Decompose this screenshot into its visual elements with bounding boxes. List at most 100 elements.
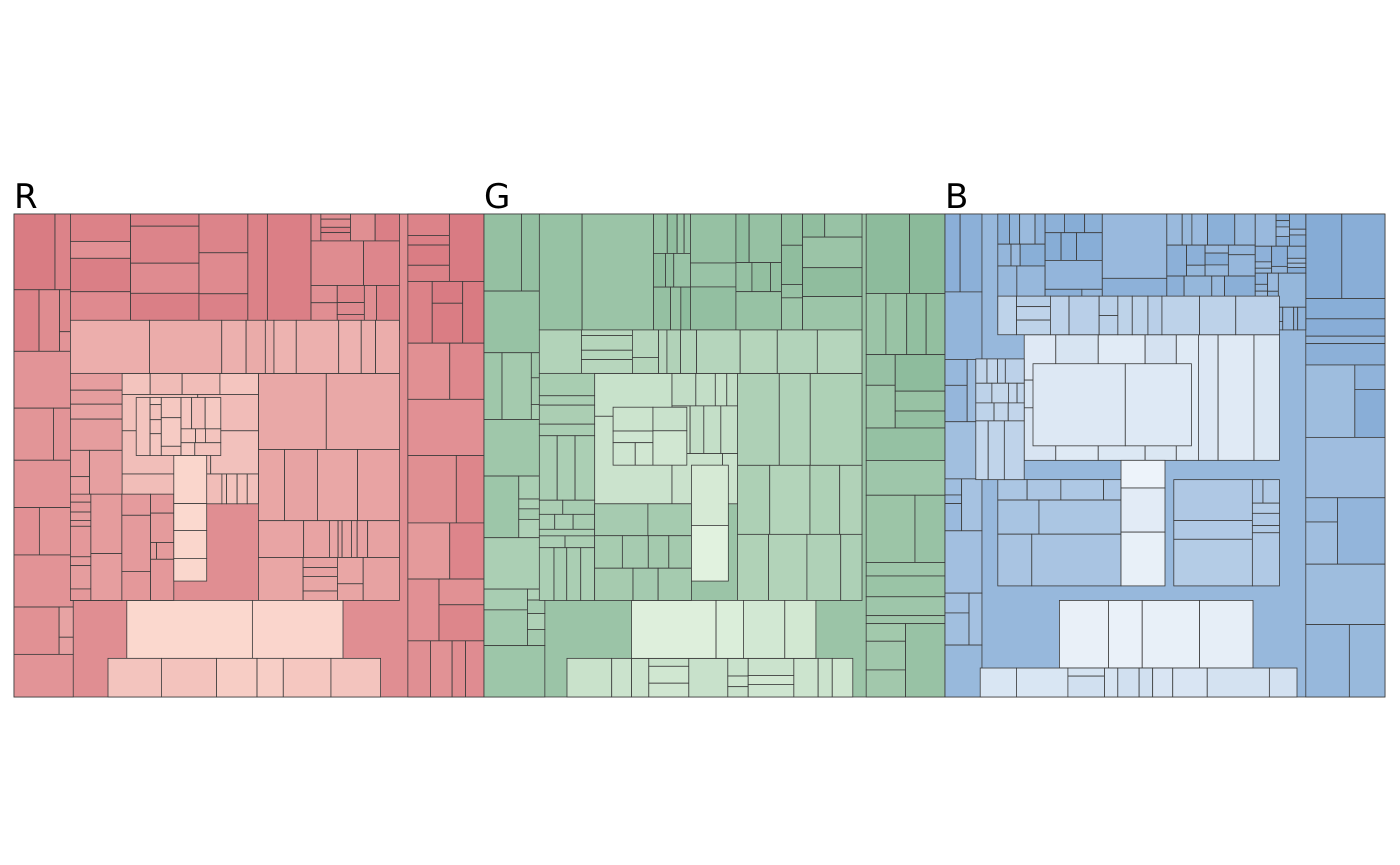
treemap-cell bbox=[1354, 388, 1386, 438]
treemap-cell bbox=[173, 530, 208, 559]
treemap-cell bbox=[1076, 232, 1103, 261]
panel-title: R bbox=[14, 177, 38, 217]
treemap-cell bbox=[150, 542, 157, 560]
treemap-cell bbox=[70, 476, 91, 498]
treemap-cell bbox=[538, 499, 564, 515]
treemap-cell bbox=[944, 291, 983, 360]
panel-cells bbox=[944, 213, 1386, 698]
treemap-cell bbox=[1181, 213, 1193, 246]
treemap-cell bbox=[407, 264, 450, 282]
treemap-cell bbox=[160, 417, 182, 447]
treemap-cell bbox=[1007, 402, 1025, 422]
treemap-cell bbox=[538, 213, 583, 331]
treemap-cell bbox=[1348, 624, 1386, 698]
treemap-cell bbox=[776, 329, 818, 374]
treemap-cell bbox=[451, 640, 466, 698]
treemap-cell bbox=[1117, 667, 1140, 698]
treemap-cell bbox=[256, 657, 284, 698]
treemap-cell bbox=[538, 329, 582, 374]
treemap-cell bbox=[1084, 213, 1103, 234]
treemap-cell bbox=[665, 253, 675, 288]
treemap-cell bbox=[611, 657, 632, 698]
treemap-cell bbox=[1191, 213, 1209, 246]
treemap-cell bbox=[802, 267, 863, 297]
treemap-cell bbox=[648, 682, 690, 698]
treemap-cell bbox=[809, 464, 841, 535]
treemap-cell bbox=[303, 520, 330, 558]
treemap-cell bbox=[58, 636, 74, 655]
panel-r: R bbox=[13, 177, 485, 698]
treemap-cell bbox=[865, 596, 946, 617]
treemap-cell bbox=[320, 213, 351, 220]
treemap-cell bbox=[865, 427, 946, 461]
treemap-cell bbox=[362, 557, 400, 601]
treemap-cell bbox=[310, 213, 322, 242]
treemap-cell bbox=[975, 420, 989, 481]
treemap-cell bbox=[726, 372, 738, 407]
treemap-cell bbox=[944, 494, 963, 504]
treemap-cell bbox=[747, 675, 795, 685]
treemap-cell bbox=[374, 213, 400, 242]
treemap-cell bbox=[245, 319, 266, 374]
treemap-cell bbox=[1103, 479, 1122, 501]
treemap-cell bbox=[944, 359, 968, 386]
panel-title: B bbox=[945, 177, 968, 217]
treemap-cell bbox=[1019, 243, 1046, 267]
treemap-cell bbox=[149, 404, 162, 421]
treemap-cell bbox=[865, 293, 887, 356]
treemap-cell bbox=[13, 507, 40, 556]
treemap-cell bbox=[1204, 264, 1229, 277]
treemap-cell bbox=[1138, 667, 1154, 698]
treemap-cell bbox=[979, 667, 1017, 698]
treemap-cell bbox=[1286, 262, 1307, 268]
treemap-cell bbox=[407, 213, 450, 236]
treemap-cell bbox=[975, 358, 988, 384]
treemap-cell bbox=[944, 644, 983, 698]
treemap-cell bbox=[1275, 235, 1290, 247]
treemap-cell bbox=[336, 314, 365, 321]
treemap-cell bbox=[968, 592, 983, 646]
treemap-cell bbox=[1206, 667, 1270, 698]
treemap-cell bbox=[944, 530, 983, 594]
treemap-cell bbox=[556, 435, 576, 501]
treemap-cell bbox=[221, 319, 247, 374]
treemap-cell bbox=[1068, 295, 1100, 336]
treemap-cell bbox=[680, 329, 698, 374]
treemap-cell bbox=[160, 397, 182, 419]
treemap-cell bbox=[769, 464, 811, 535]
treemap-cell bbox=[574, 435, 596, 501]
treemap-cell bbox=[70, 511, 92, 521]
treemap-cell bbox=[778, 372, 811, 466]
treemap-cell bbox=[802, 213, 826, 238]
treemap-cell bbox=[70, 240, 131, 259]
treemap-cell bbox=[1060, 232, 1077, 261]
treemap-cell bbox=[1104, 667, 1119, 698]
treemap-cell bbox=[13, 407, 54, 461]
treemap-cell bbox=[1254, 245, 1273, 263]
treemap-cell bbox=[282, 657, 332, 698]
treemap-cell bbox=[448, 213, 485, 282]
panel-cells bbox=[483, 213, 946, 698]
treemap-cell bbox=[1034, 213, 1046, 245]
treemap-cell bbox=[997, 358, 1006, 384]
treemap-cell bbox=[1204, 252, 1229, 266]
treemap-cell bbox=[70, 525, 92, 558]
treemap-cell bbox=[839, 464, 863, 535]
treemap-cell bbox=[647, 503, 692, 537]
treemap-cell bbox=[1251, 479, 1264, 504]
treemap-cell bbox=[1050, 295, 1070, 336]
treemap-cell bbox=[367, 520, 400, 558]
treemap-cell bbox=[257, 520, 305, 558]
treemap-cell bbox=[566, 547, 582, 601]
treemap-cell bbox=[310, 240, 364, 286]
treemap-cell bbox=[1141, 600, 1200, 669]
treemap-cell bbox=[266, 213, 312, 331]
treemap-cell bbox=[840, 533, 863, 601]
treemap-cell bbox=[1067, 675, 1105, 698]
treemap-cell bbox=[1207, 213, 1236, 246]
treemap-cell bbox=[1234, 213, 1256, 246]
treemap-cell bbox=[1254, 272, 1269, 285]
treemap-cell bbox=[658, 329, 668, 374]
treemap-cell bbox=[865, 669, 906, 698]
treemap-cell bbox=[407, 455, 457, 524]
